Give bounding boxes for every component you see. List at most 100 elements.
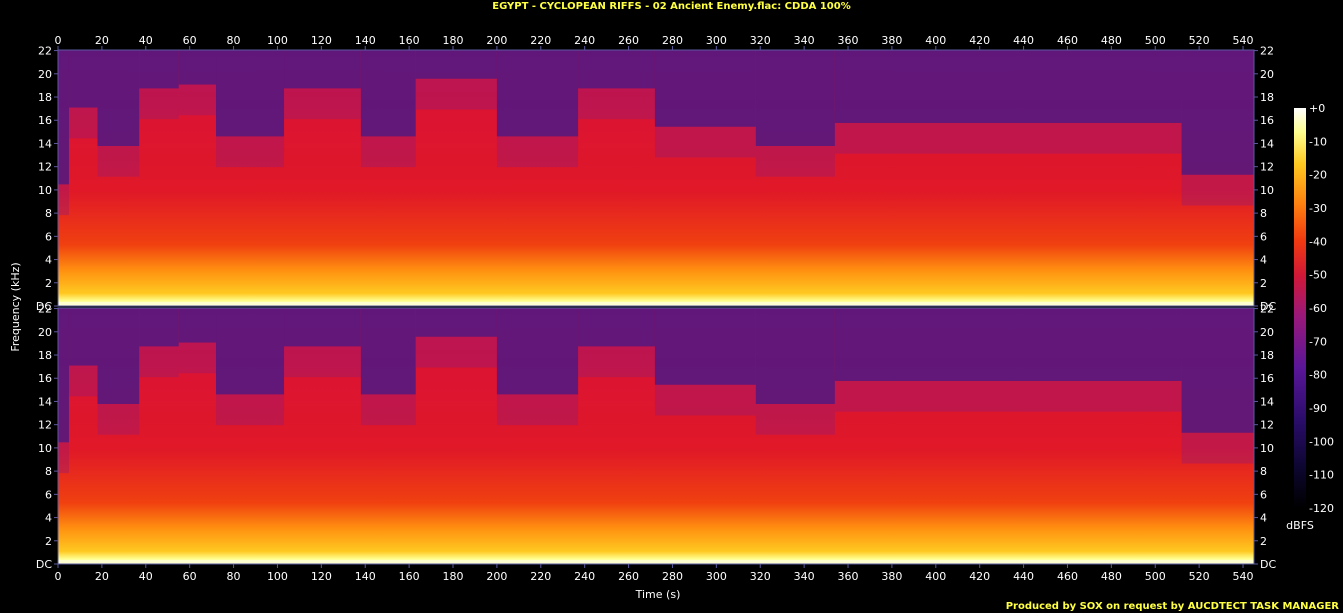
y-tick-label: 2 (45, 535, 52, 548)
x-tick-label-top: 500 (1145, 34, 1166, 47)
spectrogram-segment (97, 50, 140, 146)
spectrogram-segment (654, 50, 756, 127)
x-tick-label-top: 400 (925, 34, 946, 47)
y-tick-label: 8 (45, 465, 52, 478)
spectrogram-segment (216, 308, 285, 395)
x-tick-label: 220 (530, 570, 551, 583)
x-tick-label: 420 (969, 570, 990, 583)
x-tick-label-top: 240 (574, 34, 595, 47)
y-tick-label: DC (36, 558, 52, 571)
spectrogram-segment-blend (284, 88, 361, 120)
y-tick-label-right: 4 (1260, 512, 1267, 525)
spectrogram-segment (755, 50, 835, 146)
spectrogram-segment (68, 50, 98, 108)
x-tick-label: 240 (574, 570, 595, 583)
x-tick-label-top: 160 (399, 34, 420, 47)
spectrogram-segment (68, 308, 98, 366)
y-tick-label: 20 (38, 326, 52, 339)
y-tick-label-right: 2 (1260, 277, 1267, 290)
spectrogram-segment (360, 308, 416, 395)
x-tick-label: 460 (1057, 570, 1078, 583)
spectrogram-segment (496, 308, 579, 395)
x-tick-label: 340 (794, 570, 815, 583)
y-tick-label: 6 (45, 488, 52, 501)
colorbar-tick-label: -70 (1309, 335, 1327, 348)
y-tick-label: 6 (45, 230, 52, 243)
y-tick-label: 12 (38, 419, 52, 432)
x-tick-label-top: 220 (530, 34, 551, 47)
x-tick-label: 440 (1013, 570, 1034, 583)
y-tick-label-right: DC (1260, 558, 1276, 571)
y-tick-label: 10 (38, 442, 52, 455)
x-tick-label-top: 140 (355, 34, 376, 47)
spectrogram-segment-blend (216, 394, 285, 426)
colorbar-tick-label: +0 (1309, 102, 1325, 115)
spectrogram-segment-blend (1181, 174, 1254, 206)
spectrogram-segment (834, 50, 1182, 123)
spectrogram-segment-blend (654, 126, 756, 158)
y-tick-label: 18 (38, 91, 52, 104)
y-tick-label-right: 10 (1260, 184, 1274, 197)
y-tick-label: 8 (45, 207, 52, 220)
y-tick-label-right: 12 (1260, 419, 1274, 432)
spectrogram-segment (284, 308, 361, 347)
spectrogram-segment (58, 308, 69, 443)
x-tick-label-top: 460 (1057, 34, 1078, 47)
y-tick-label: 14 (38, 395, 52, 408)
y-tick-label-right: 16 (1260, 114, 1274, 127)
y-tick-label: 4 (45, 254, 52, 267)
spectrogram-segment-blend (139, 346, 179, 378)
spectrogram-segment (139, 50, 179, 89)
x-tick-label-top: 380 (881, 34, 902, 47)
x-tick-label: 120 (311, 570, 332, 583)
x-tick-label: 280 (662, 570, 683, 583)
spectrogram-segment-blend (58, 184, 69, 216)
spectrogram-segment-blend (755, 404, 835, 435)
spectrogram-segment (1181, 308, 1254, 433)
y-tick-label: 14 (38, 137, 52, 150)
x-tick-label: 60 (183, 570, 197, 583)
colorbar-gradient (1294, 108, 1306, 508)
y-tick-label-right: 2 (1260, 535, 1267, 548)
y-tick-label-right: 10 (1260, 442, 1274, 455)
spectrogram-segment-blend (68, 107, 98, 139)
spectrogram-segment (284, 50, 361, 89)
colorbar: +0 -10 -20 -30 -40 -50 -60 -70 -80 -90 -100 -110 -12… (1294, 102, 1334, 515)
colorbar-tick-label: -40 (1309, 235, 1327, 248)
y-tick-label-right: 18 (1260, 91, 1274, 104)
y-tick-label-right: 8 (1260, 465, 1267, 478)
colorbar-tick-label: -110 (1309, 469, 1334, 482)
spectrogram-segment-blend (834, 122, 1182, 154)
colorbar-tick-label: -80 (1309, 369, 1327, 382)
x-tick-label-top: 280 (662, 34, 683, 47)
colorbar-label: dBFS (1286, 519, 1314, 532)
spectrogram-segment (58, 50, 69, 185)
y-tick-label: 22 (38, 45, 52, 58)
y-tick-label-right: DC (1260, 300, 1276, 313)
spectrogram-segment-blend (58, 442, 69, 474)
x-tick-label-top: 80 (227, 34, 241, 47)
x-tick-label: 300 (706, 570, 727, 583)
y-tick-label: 4 (45, 512, 52, 525)
x-tick-label: 20 (95, 570, 109, 583)
spectrogram-segment (496, 50, 579, 137)
spectrogram-segment-blend (578, 88, 655, 120)
colorbar-tick-label: -20 (1309, 169, 1327, 182)
x-tick-label: 500 (1145, 570, 1166, 583)
x-tick-label-top: 520 (1189, 34, 1210, 47)
x-tick-label-top: 440 (1013, 34, 1034, 47)
x-tick-label: 0 (55, 570, 62, 583)
spectrogram-segment (578, 50, 655, 89)
spectrogram-segment (578, 308, 655, 347)
x-tick-label: 80 (227, 570, 241, 583)
colorbar-tick-label: -90 (1309, 402, 1327, 415)
x-tick-label: 260 (618, 570, 639, 583)
x-tick-label: 200 (486, 570, 507, 583)
chart-title: EGYPT - CYCLOPEAN RIFFS - 02 Ancient Ene… (492, 1, 851, 12)
y-tick-label: 22 (38, 303, 52, 316)
y-tick-label-right: 20 (1260, 68, 1274, 81)
y-axis-label: Frequency (kHz) (9, 262, 22, 351)
y-tick-label-right: 6 (1260, 488, 1267, 501)
spectrogram-segment-blend (284, 346, 361, 378)
